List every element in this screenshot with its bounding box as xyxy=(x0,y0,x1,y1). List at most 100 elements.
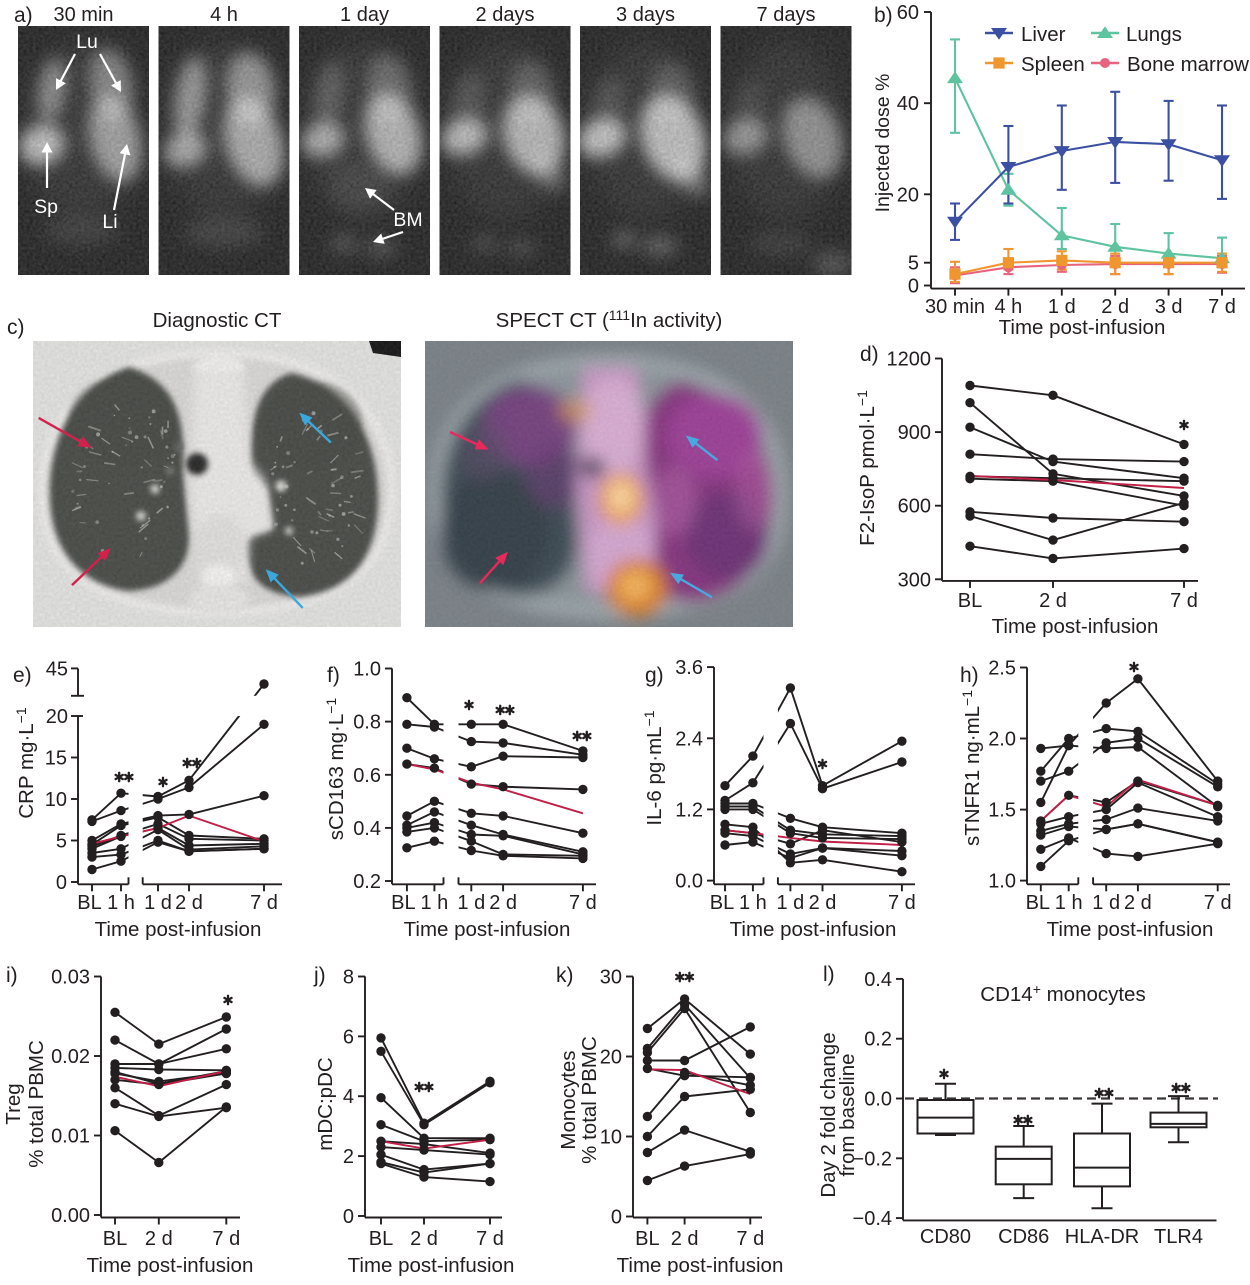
svg-text:2.0: 2.0 xyxy=(988,729,1016,751)
svg-text:Bone marrow: Bone marrow xyxy=(1127,53,1249,76)
svg-text:600: 600 xyxy=(898,496,931,518)
svg-text:BL: BL xyxy=(958,590,982,612)
svg-text:Sp: Sp xyxy=(34,196,58,218)
svg-text:Time post-infusion: Time post-infusion xyxy=(348,1254,515,1277)
svg-text:BM: BM xyxy=(393,209,422,231)
svg-text:0.2: 0.2 xyxy=(864,1029,892,1051)
svg-text:1 h: 1 h xyxy=(739,892,767,914)
svg-text:0.01: 0.01 xyxy=(51,1126,90,1148)
svg-text:7 days: 7 days xyxy=(757,4,816,26)
svg-text:3 days: 3 days xyxy=(616,4,675,26)
svg-text:1 d: 1 d xyxy=(1092,892,1120,914)
svg-text:TLR4: TLR4 xyxy=(1154,1226,1203,1248)
svg-text:4 h: 4 h xyxy=(994,296,1022,318)
svg-text:2 d: 2 d xyxy=(1039,590,1067,612)
svg-text:5: 5 xyxy=(908,253,919,275)
svg-text:CD14+ monocytes: CD14+ monocytes xyxy=(980,981,1145,1006)
svg-text:% total PBMC: % total PBMC xyxy=(578,1036,601,1164)
svg-text:10: 10 xyxy=(45,789,67,811)
svg-text:4 h: 4 h xyxy=(210,4,238,26)
svg-text:k): k) xyxy=(556,964,574,987)
svg-text:Spleen: Spleen xyxy=(1021,53,1085,76)
svg-text:7 d: 7 d xyxy=(250,892,278,914)
svg-text:1 h: 1 h xyxy=(420,892,448,914)
svg-text:Treg: Treg xyxy=(2,1083,25,1124)
svg-text:2 d: 2 d xyxy=(671,1228,699,1250)
svg-text:sTNFR1 ng·mL−1: sTNFR1 ng·mL−1 xyxy=(959,690,984,846)
svg-text:mDC:pDC: mDC:pDC xyxy=(314,1057,337,1151)
svg-text:2 days: 2 days xyxy=(476,4,535,26)
svg-text:BL: BL xyxy=(391,892,415,914)
svg-text:c): c) xyxy=(7,316,25,339)
svg-text:2 d: 2 d xyxy=(489,892,517,914)
svg-text:Li: Li xyxy=(102,211,117,233)
svg-text:6: 6 xyxy=(343,1026,354,1048)
svg-text:−0.4: −0.4 xyxy=(853,1208,892,1230)
svg-text:Time post-infusion: Time post-infusion xyxy=(999,316,1166,339)
svg-text:0: 0 xyxy=(908,276,919,298)
svg-text:1 h: 1 h xyxy=(107,892,135,914)
svg-text:Time post-infusion: Time post-infusion xyxy=(95,918,262,941)
svg-text:40: 40 xyxy=(897,93,919,115)
svg-text:0.03: 0.03 xyxy=(51,967,90,989)
svg-text:20: 20 xyxy=(897,184,919,206)
svg-text:15: 15 xyxy=(45,748,67,770)
svg-text:BL: BL xyxy=(369,1228,393,1250)
svg-text:30: 30 xyxy=(600,967,622,989)
svg-text:1 d: 1 d xyxy=(144,892,172,914)
svg-text:2 d: 2 d xyxy=(145,1228,173,1250)
svg-text:2.4: 2.4 xyxy=(675,728,703,750)
svg-text:1.0: 1.0 xyxy=(988,871,1016,893)
svg-text:1 h: 1 h xyxy=(1055,892,1083,914)
svg-text:h): h) xyxy=(960,664,979,687)
svg-text:CD86: CD86 xyxy=(998,1226,1049,1248)
svg-text:f): f) xyxy=(327,664,340,687)
svg-text:1 d: 1 d xyxy=(776,892,804,914)
svg-text:2 d: 2 d xyxy=(1101,296,1129,318)
svg-text:7 d: 7 d xyxy=(736,1228,764,1250)
svg-text:0.0: 0.0 xyxy=(675,871,703,893)
svg-text:7 d: 7 d xyxy=(1208,296,1236,318)
svg-text:l): l) xyxy=(823,963,835,986)
svg-text:i): i) xyxy=(6,964,18,987)
svg-text:0.02: 0.02 xyxy=(51,1046,90,1068)
svg-text:3.6: 3.6 xyxy=(675,657,703,679)
svg-text:8: 8 xyxy=(343,966,354,988)
svg-text:F2-IsoP pmol·L−1: F2-IsoP pmol·L−1 xyxy=(854,390,879,546)
svg-text:5: 5 xyxy=(56,831,67,853)
svg-text:b): b) xyxy=(874,4,893,27)
svg-text:Diagnostic CT: Diagnostic CT xyxy=(153,309,282,332)
svg-text:a): a) xyxy=(14,4,33,27)
svg-text:0.4: 0.4 xyxy=(353,818,381,840)
svg-text:0.6: 0.6 xyxy=(353,765,381,787)
svg-text:30 min: 30 min xyxy=(53,4,113,26)
svg-text:7 d: 7 d xyxy=(1204,892,1232,914)
svg-text:Time post-infusion: Time post-infusion xyxy=(1047,918,1214,941)
svg-text:1.2: 1.2 xyxy=(675,799,703,821)
svg-text:2.5: 2.5 xyxy=(988,657,1016,679)
svg-text:900: 900 xyxy=(898,422,931,444)
svg-text:2 d: 2 d xyxy=(410,1228,438,1250)
svg-text:3 d: 3 d xyxy=(1155,296,1183,318)
svg-text:j): j) xyxy=(313,964,326,987)
svg-text:Time post-infusion: Time post-infusion xyxy=(87,1254,254,1277)
svg-text:d): d) xyxy=(860,343,879,366)
svg-text:2 d: 2 d xyxy=(175,892,203,914)
svg-text:BL: BL xyxy=(635,1228,659,1250)
svg-text:BL: BL xyxy=(1026,892,1050,914)
svg-text:4: 4 xyxy=(343,1086,354,1108)
svg-text:7 d: 7 d xyxy=(1170,590,1198,612)
svg-text:0: 0 xyxy=(56,872,67,894)
svg-text:2: 2 xyxy=(343,1146,354,1168)
svg-text:Lu: Lu xyxy=(76,31,98,53)
svg-text:60: 60 xyxy=(897,2,919,24)
svg-text:7 d: 7 d xyxy=(888,892,916,914)
svg-text:BL: BL xyxy=(710,892,734,914)
svg-text:0.8: 0.8 xyxy=(353,712,381,734)
svg-text:1 day: 1 day xyxy=(340,4,389,26)
svg-text:BL: BL xyxy=(77,892,101,914)
svg-text:e): e) xyxy=(13,664,32,687)
svg-text:sCD163 mg·L−1: sCD163 mg·L−1 xyxy=(323,698,348,841)
svg-text:7 d: 7 d xyxy=(569,892,597,914)
svg-text:30 min: 30 min xyxy=(925,296,985,318)
